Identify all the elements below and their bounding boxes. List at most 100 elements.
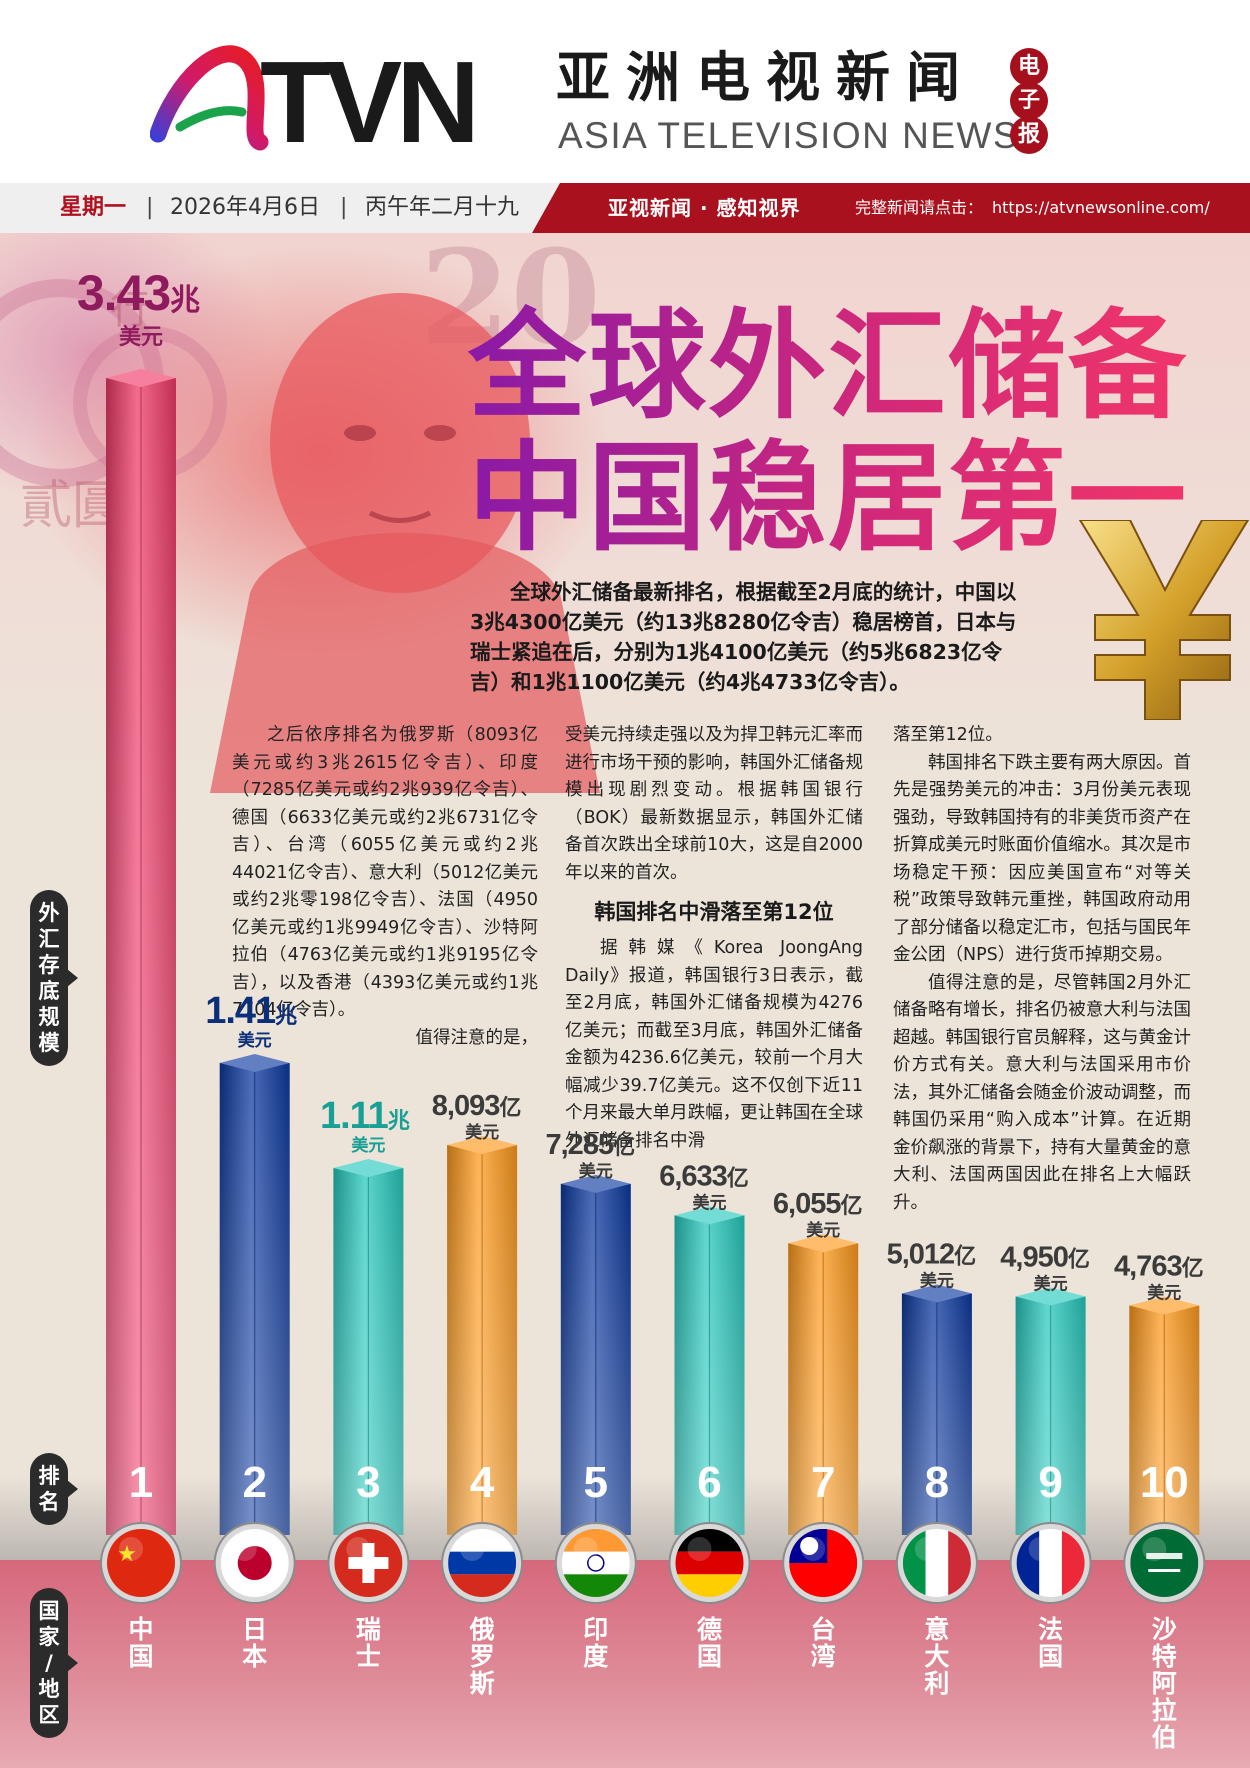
rank-axis-tag: 排名 bbox=[30, 1453, 78, 1525]
country-name: 沙特阿拉伯 bbox=[1151, 1615, 1177, 1752]
switzerland-flag bbox=[327, 1522, 410, 1604]
article-column-1: 之后依序排名为俄罗斯（8093亿美元或约3兆2615亿令吉）、印度（7285亿美… bbox=[232, 722, 538, 1052]
epaper-badge: 电 子 报 bbox=[1010, 48, 1050, 154]
rank-label: 7 bbox=[811, 1458, 835, 1507]
headline-line-1: 全球外汇储备 bbox=[468, 297, 1189, 435]
website-link[interactable]: https://atvnewsonline.com/ bbox=[992, 198, 1210, 217]
rank-label: 9 bbox=[1038, 1458, 1062, 1507]
value-unit: 亿 bbox=[613, 1134, 635, 1159]
badge-char: 子 bbox=[1010, 82, 1048, 120]
bar-8: 8 5,012亿美元 bbox=[887, 1238, 977, 1535]
currency-label: 美元 bbox=[238, 1030, 272, 1051]
gold-yen-icon bbox=[1078, 520, 1250, 720]
value-label: 4,950亿 bbox=[1000, 1241, 1090, 1273]
rank-label: 6 bbox=[697, 1458, 721, 1507]
country-axis-tag: 国家 / 地区 bbox=[30, 1588, 78, 1738]
bar-5: 5 7,285亿美元 bbox=[546, 1129, 636, 1535]
badge-char: 报 bbox=[1010, 116, 1048, 154]
separator: | bbox=[146, 195, 154, 220]
china-flag: ★ bbox=[100, 1522, 182, 1604]
currency-label: 美元 bbox=[579, 1161, 613, 1182]
value-unit: 亿 bbox=[1068, 1246, 1090, 1271]
bar-10: 10 4,763亿美元 bbox=[1114, 1250, 1205, 1535]
masthead: TVN 亚洲电视新闻 ASIA TELEVISION NEWS 电 子 报 bbox=[0, 0, 1250, 183]
bar-9: 9 4,950亿美元 bbox=[1000, 1241, 1091, 1535]
currency-label: 美元 bbox=[351, 1135, 385, 1156]
country-name: 意大利 bbox=[924, 1615, 950, 1698]
slogan: 亚视新闻 · 感知视界 bbox=[608, 196, 801, 220]
rank-label: 10 bbox=[1140, 1458, 1189, 1507]
value-unit: 亿 bbox=[727, 1165, 749, 1190]
article-paragraph: 值得注意的是，尽管韩国2月外汇储备略有增长，排名仍被意大利与法国超越。韩国银行官… bbox=[893, 972, 1191, 1213]
article-paragraph: 落至第12位。 bbox=[893, 725, 1003, 745]
value-label: 8,093亿 bbox=[432, 1090, 522, 1122]
rank-axis-tag-text: 排名 bbox=[38, 1464, 60, 1514]
currency-label: 美元 bbox=[465, 1122, 499, 1143]
value-unit: 亿 bbox=[1182, 1255, 1204, 1280]
reserves-bar-chart: 13.43兆美元21.41兆美元31.11兆美元48,093亿美元57,285亿… bbox=[77, 265, 1206, 1604]
italy-flag bbox=[895, 1522, 978, 1604]
country-axis-tag-text: 国家 / 地区 bbox=[38, 1599, 60, 1727]
value-label: 6,055亿 bbox=[773, 1188, 863, 1220]
country-name: 中国 bbox=[128, 1615, 154, 1671]
currency-label: 美元 bbox=[1034, 1273, 1068, 1294]
article-paragraph: 韩国排名下跌主要有两大原因。首先是强势美元的冲击：3月份美元表现强劲，导致韩国持… bbox=[893, 752, 1191, 966]
bar-6: 6 6,633亿美元 bbox=[659, 1160, 750, 1535]
taiwan-flag bbox=[782, 1522, 865, 1604]
bar-cap bbox=[1129, 1296, 1200, 1315]
atvn-logo[interactable]: TVN bbox=[149, 37, 510, 167]
currency-label: 美元 bbox=[920, 1270, 954, 1291]
bar-cap bbox=[106, 369, 176, 387]
value-label: 3.43兆 bbox=[77, 265, 200, 321]
lunar-date: 丙午年二月十九 bbox=[365, 195, 520, 220]
reserves-axis-tag: 外汇存底规模 bbox=[30, 890, 78, 1066]
value-unit: 兆 bbox=[275, 1003, 297, 1028]
value-unit: 兆 bbox=[388, 1108, 410, 1133]
rank-label: 2 bbox=[242, 1458, 266, 1507]
lead-paragraph: 全球外汇储备最新排名，根据截至2月底的统计，中国以3兆4300亿美元（约13兆8… bbox=[470, 580, 1017, 694]
bar-cap bbox=[901, 1284, 972, 1303]
value-label: 6,633亿 bbox=[659, 1160, 749, 1192]
france-flag bbox=[1009, 1522, 1092, 1604]
bar-cap bbox=[674, 1206, 745, 1225]
saudi-arabia-flag bbox=[1123, 1522, 1206, 1604]
logo-text: TVN bbox=[260, 37, 480, 167]
country-name: 俄罗斯 bbox=[469, 1615, 495, 1698]
country-name: 瑞士 bbox=[355, 1615, 381, 1671]
currency-label: 美元 bbox=[1147, 1282, 1181, 1303]
bar-cap bbox=[788, 1234, 859, 1253]
article-paragraph: 值得注意的是， bbox=[415, 1027, 539, 1048]
bar-cap bbox=[1015, 1287, 1086, 1306]
rank-label: 8 bbox=[925, 1458, 949, 1507]
bar-7: 7 6,055亿美元 bbox=[773, 1188, 863, 1535]
date-bar: 星期一 | 2026年4月6日 | 丙午年二月十九 亚视新闻 · 感知视界 完整… bbox=[0, 183, 1250, 233]
rank-label: 3 bbox=[356, 1458, 380, 1507]
article-paragraph: 受美元持续走强以及为捍卫韩元汇率而进行市场干预的影响，韩国外汇储备规模出现剧烈变… bbox=[565, 725, 863, 883]
value-label: 7,285亿 bbox=[546, 1129, 636, 1161]
english-masthead-title: ASIA TELEVISION NEWS bbox=[558, 115, 1020, 156]
bar-cap bbox=[333, 1159, 404, 1177]
rank-label: 1 bbox=[129, 1458, 153, 1507]
atvn-swoosh-icon bbox=[149, 45, 269, 151]
article-column-2: 受美元持续走强以及为捍卫韩元汇率而进行市场干预的影响，韩国外汇储备规模出现剧烈变… bbox=[565, 722, 863, 1155]
weekday: 星期一 bbox=[60, 195, 127, 220]
country-name: 德国 bbox=[696, 1615, 722, 1671]
article-paragraph: 之后依序排名为俄罗斯（8093亿美元或约3兆2615亿令吉）、印度（7285亿美… bbox=[232, 725, 538, 1020]
value-label: 4,763亿 bbox=[1114, 1250, 1204, 1282]
chinese-masthead-title: 亚洲电视新闻 bbox=[556, 46, 976, 109]
value-label: 1.41兆 bbox=[205, 990, 297, 1032]
currency-label: 美元 bbox=[806, 1220, 840, 1241]
value-label: 5,012亿 bbox=[887, 1238, 977, 1270]
rank-label: 5 bbox=[584, 1458, 608, 1507]
date-strip: 星期一 | 2026年4月6日 | 丙午年二月十九 bbox=[0, 183, 560, 233]
value-label: 1.11兆 bbox=[320, 1095, 410, 1137]
svg-text:行: 行 bbox=[110, 287, 150, 333]
bar-cap bbox=[560, 1174, 631, 1193]
bar-cap bbox=[447, 1136, 518, 1154]
article-paragraph: 据韩媒《Korea JoongAng Daily》报道，韩国银行3日表示，截至2… bbox=[565, 938, 863, 1151]
russia-flag bbox=[441, 1522, 524, 1604]
value-unit: 兆 bbox=[170, 284, 200, 317]
article-subhead: 韩国排名中滑落至第12位 bbox=[594, 900, 834, 924]
